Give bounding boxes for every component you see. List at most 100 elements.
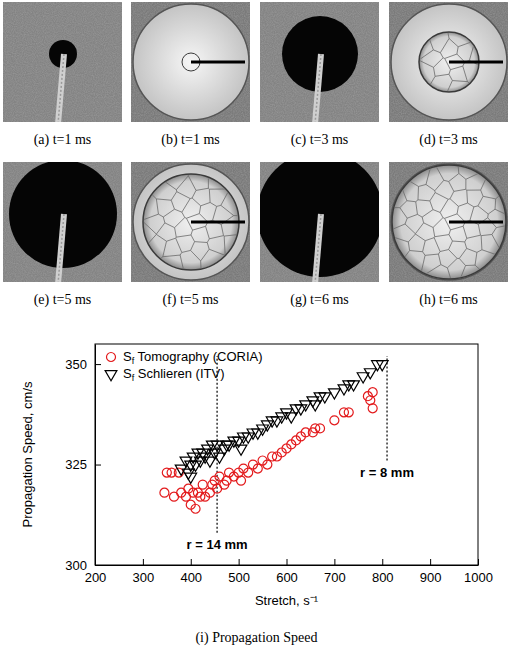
photo-panel	[260, 2, 379, 122]
y-tick: 350	[65, 357, 101, 372]
legend-marker	[105, 371, 117, 381]
data-point	[191, 504, 200, 513]
photo-grain	[389, 2, 508, 122]
x-tick: 1000	[464, 559, 493, 585]
window	[391, 4, 507, 120]
chart-caption: (i) Propagation Speed	[195, 630, 317, 646]
x-tick-mark	[382, 559, 383, 565]
photo-background	[389, 2, 508, 122]
y-tick-mark	[95, 565, 101, 566]
y-tick-mark	[95, 465, 101, 466]
data-point	[368, 388, 377, 397]
data-point	[376, 361, 388, 371]
y-tick-label: 350	[65, 357, 87, 372]
x-axis-line	[96, 565, 479, 566]
electrode-edge	[315, 214, 321, 282]
data-point	[185, 473, 197, 483]
electrode-edge	[58, 214, 64, 282]
x-tick-label: 900	[420, 570, 442, 585]
plot-frame	[95, 344, 478, 565]
photo-background	[131, 2, 250, 122]
x-tick-label: 600	[276, 570, 298, 585]
x-tick: 600	[276, 559, 298, 585]
photo-grain	[131, 2, 250, 122]
data-point	[368, 404, 377, 413]
caption: (d) t=3 ms	[419, 132, 477, 148]
legend: Sf Tomography (CORIA)Sf Schlieren (ITV)	[105, 349, 262, 383]
window	[391, 164, 507, 280]
data-point	[182, 469, 194, 479]
photo-background	[131, 162, 250, 282]
y-axis-title: Propagation Speed, cm/s	[20, 381, 35, 527]
data-point	[330, 416, 339, 425]
x-tick-mark	[478, 559, 479, 565]
data-point	[319, 393, 331, 403]
data-point	[235, 445, 247, 455]
y-tick-label: 300	[65, 558, 87, 573]
legend-marker	[106, 352, 115, 361]
photo-panel	[131, 2, 250, 122]
x-tick-mark	[143, 559, 144, 565]
photo-grain	[389, 162, 508, 282]
electrode	[449, 221, 503, 224]
window	[133, 164, 249, 280]
y-axis-line	[95, 345, 96, 566]
x-tick-label: 200	[85, 570, 107, 585]
photo-panel	[389, 2, 508, 122]
caption: (b) t=1 ms	[161, 132, 219, 148]
caption: (f) t=5 ms	[162, 292, 218, 308]
caption: (c) t=3 ms	[291, 132, 349, 148]
photo-panel	[260, 162, 379, 282]
y-tick-label: 325	[65, 457, 87, 472]
legend-label: Sf Tomography (CORIA)	[123, 349, 263, 366]
plot-area	[160, 356, 388, 533]
caption: (a) t=1 ms	[34, 132, 92, 148]
electrode	[315, 54, 321, 122]
data-point	[344, 408, 353, 417]
x-tick-label: 1000	[464, 570, 493, 585]
electrode	[449, 61, 503, 64]
x-tick-mark	[287, 559, 288, 565]
x-axis: 200 300 400 500 600 700 800 900 1000	[85, 559, 493, 585]
flame-front	[392, 165, 506, 279]
data-point	[160, 488, 169, 497]
electrode	[315, 214, 321, 282]
x-tick-label: 300	[133, 570, 155, 585]
window	[133, 4, 249, 120]
x-tick-label: 500	[228, 570, 250, 585]
caption: (g) t=6 ms	[290, 292, 348, 308]
caption: (e) t=5 ms	[34, 292, 92, 308]
y-tick: 300	[65, 558, 101, 573]
x-tick: 300	[133, 559, 155, 585]
y-axis: 300 325 350	[65, 345, 101, 573]
x-tick: 500	[228, 559, 250, 585]
annotation-line	[386, 356, 387, 460]
data-point	[198, 480, 207, 489]
x-tick-mark	[191, 559, 192, 565]
x-tick: 700	[324, 559, 346, 585]
series	[160, 388, 377, 514]
photo-grain	[131, 162, 250, 282]
x-tick-mark	[430, 559, 431, 565]
data-point	[244, 468, 253, 477]
photo-panel	[131, 162, 250, 282]
electrode	[191, 221, 245, 224]
photo-panel	[389, 162, 508, 282]
photo-panel	[3, 2, 122, 122]
data-point	[348, 381, 360, 391]
x-tick-label: 800	[372, 570, 394, 585]
x-tick-mark	[239, 559, 240, 565]
photo-background	[389, 162, 508, 282]
flame-cells	[392, 165, 506, 279]
y-tick-mark	[95, 364, 101, 365]
data-point	[328, 389, 340, 399]
x-tick-mark	[334, 559, 335, 565]
electrode	[58, 214, 64, 282]
photo-panel	[3, 162, 122, 282]
electrode	[191, 61, 245, 64]
caption: (h) t=6 ms	[419, 292, 477, 308]
data-point	[253, 464, 262, 473]
annotation-label: r = 14 mm	[187, 537, 248, 552]
x-tick-label: 400	[180, 570, 202, 585]
figure: (a) t=1 ms (b) t=1 ms (c) t=3 ms (d) t=3 ms…	[0, 0, 513, 651]
